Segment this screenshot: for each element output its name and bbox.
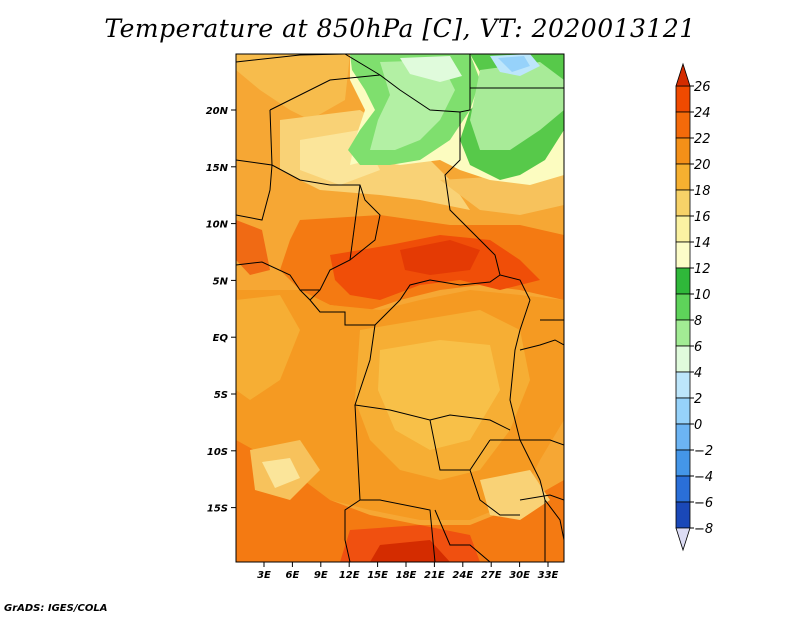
- lon-tick-label: 33E: [538, 570, 559, 581]
- lat-tick-label: 15N: [206, 163, 229, 174]
- colorbar-label: 18: [694, 184, 711, 199]
- lon-tick-label: 21E: [424, 570, 445, 581]
- lat-tick-label: 10N: [206, 220, 229, 231]
- lat-tick-label: 15S: [207, 504, 228, 515]
- colorbar-swatch: [675, 501, 691, 529]
- colorbar-label: 10: [694, 288, 711, 303]
- colorbar-swatch: [675, 475, 691, 503]
- lon-tick-label: 3E: [257, 570, 271, 581]
- lat-tick-label: 20N: [206, 106, 229, 117]
- lon-tick-label: 30E: [509, 570, 530, 581]
- map-title: Temperature at 850hPa [C], VT: 202001312…: [104, 14, 696, 43]
- lon-tick-label: 12E: [339, 570, 360, 581]
- colorbar-swatch: [675, 267, 691, 295]
- map-frame: [235, 53, 565, 563]
- colorbar-swatch: [675, 293, 691, 321]
- lat-tick-label: 5N: [213, 276, 229, 287]
- temperature-field: [236, 54, 564, 562]
- lon-tick-label: 27E: [481, 570, 502, 581]
- colorbar-label: −2: [694, 444, 713, 459]
- colorbar-label: 0: [694, 418, 702, 433]
- latitude-axis: 20N 15N 10N 5N EQ 5S 10S 15S: [206, 106, 236, 515]
- colorbar-swatch: [675, 371, 691, 399]
- lon-tick-label: 18E: [396, 570, 417, 581]
- colorbar-bottom-arrow: [675, 527, 691, 552]
- colorbar-swatch: [675, 163, 691, 191]
- grads-credit: GrADS: IGES/COLA: [4, 603, 108, 614]
- lon-tick-label: 15E: [367, 570, 388, 581]
- longitude-axis: 3E 6E 9E 12E 15E 18E 21E 24E 27E 30E 33E: [257, 562, 559, 581]
- colorbar-swatch: [675, 85, 691, 113]
- colorbar-label: −8: [694, 522, 713, 537]
- colorbar-swatch: [675, 215, 691, 243]
- colorbar-swatch: [675, 137, 691, 165]
- colorbar-label: 14: [694, 236, 711, 251]
- country-borders: [236, 54, 564, 562]
- colorbar-swatch: [675, 423, 691, 451]
- colorbar-label: 4: [694, 366, 702, 381]
- colorbar-label: 16: [694, 210, 711, 225]
- colorbar-label: −6: [694, 496, 713, 511]
- colorbar-label: 8: [694, 314, 702, 329]
- colorbar-swatch: [675, 397, 691, 425]
- lon-tick-label: 24E: [452, 570, 473, 581]
- colorbar-swatch: [675, 319, 691, 347]
- colorbar-label: 12: [694, 262, 711, 277]
- lon-tick-label: 9E: [314, 570, 328, 581]
- lat-tick-label: 10S: [207, 447, 228, 458]
- lon-tick-label: 6E: [286, 570, 300, 581]
- colorbar-label: 22: [694, 132, 711, 147]
- colorbar-label: −4: [694, 470, 713, 485]
- colorbar-swatch: [675, 345, 691, 373]
- colorbar-label: 6: [694, 340, 702, 355]
- colorbar-label: 24: [694, 106, 711, 121]
- colorbar-swatch: [675, 241, 691, 269]
- colorbar-swatch: [675, 111, 691, 139]
- colorbar-label: 20: [694, 158, 711, 173]
- colorbar-swatch: [675, 189, 691, 217]
- lat-tick-label: 5S: [214, 390, 228, 401]
- colorbar-label: 26: [694, 80, 711, 95]
- colorbar-top-arrow: [675, 62, 691, 87]
- colorbar-swatch: [675, 449, 691, 477]
- colorbar-label: 2: [694, 392, 702, 407]
- lat-tick-label: EQ: [213, 333, 229, 344]
